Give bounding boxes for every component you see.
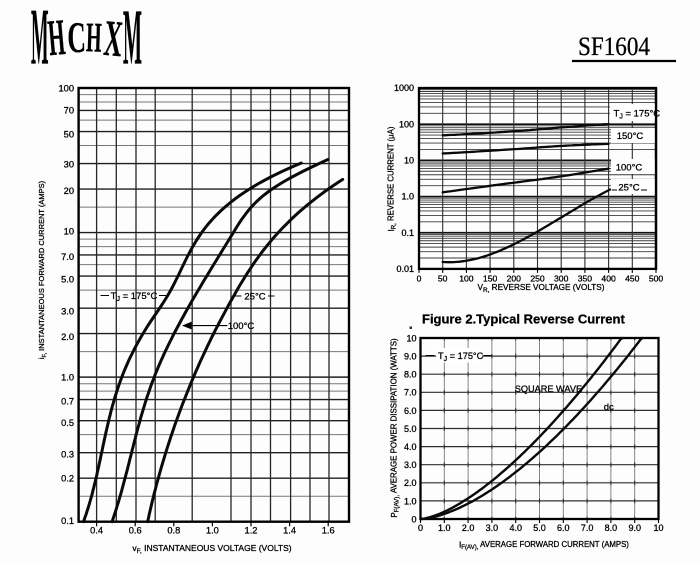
svg-text:SQUARE WAVE: SQUARE WAVE bbox=[515, 384, 582, 394]
svg-text:7.0: 7.0 bbox=[404, 388, 417, 398]
svg-text:200: 200 bbox=[507, 274, 522, 284]
svg-text:0: 0 bbox=[411, 514, 416, 524]
svg-text:10: 10 bbox=[406, 333, 416, 343]
svg-text:1.0: 1.0 bbox=[438, 523, 451, 533]
svg-text:10: 10 bbox=[64, 227, 74, 237]
svg-text:0.5: 0.5 bbox=[61, 418, 74, 428]
svg-text:100: 100 bbox=[459, 274, 474, 284]
svg-text:H: H bbox=[46, 8, 67, 67]
svg-text:0.3: 0.3 bbox=[61, 450, 74, 460]
svg-text:5.0: 5.0 bbox=[533, 523, 546, 533]
svg-text:C: C bbox=[67, 13, 87, 62]
svg-text:2.0: 2.0 bbox=[61, 332, 74, 342]
svg-text:4.0: 4.0 bbox=[509, 523, 522, 533]
svg-text:2.0: 2.0 bbox=[404, 478, 417, 488]
svg-text:iF, INSTANTANEOUS FORWARD CURR: iF, INSTANTANEOUS FORWARD CURRENT (AMPS) bbox=[37, 180, 48, 359]
svg-text:5.0: 5.0 bbox=[404, 424, 417, 434]
svg-text:0.1: 0.1 bbox=[401, 228, 414, 238]
svg-text:0: 0 bbox=[418, 523, 423, 533]
svg-text:PF(AV), AVERAGE POWER DISSIPAT: PF(AV), AVERAGE POWER DISSIPATION (WATTS… bbox=[390, 338, 401, 518]
svg-text:450: 450 bbox=[625, 274, 640, 284]
svg-text:6.0: 6.0 bbox=[404, 406, 417, 416]
svg-text:9.0: 9.0 bbox=[404, 352, 417, 362]
svg-text:0.2: 0.2 bbox=[61, 474, 74, 484]
svg-text:X: X bbox=[102, 9, 125, 68]
svg-text:100: 100 bbox=[399, 119, 414, 129]
svg-text:0.01: 0.01 bbox=[396, 264, 414, 274]
svg-text:1000: 1000 bbox=[394, 83, 414, 93]
svg-text:10: 10 bbox=[653, 523, 663, 533]
svg-text:vF, INSTANTANEOUS VOLTAGE (VOL: vF, INSTANTANEOUS VOLTAGE (VOLTS) bbox=[132, 543, 291, 555]
svg-text:M: M bbox=[31, 0, 49, 81]
svg-text:2.0: 2.0 bbox=[462, 523, 475, 533]
svg-text:1.0: 1.0 bbox=[401, 192, 414, 202]
svg-text:TJ = 175°C: TJ = 175°C bbox=[438, 351, 484, 363]
svg-text:5.0: 5.0 bbox=[61, 274, 74, 284]
svg-text:3.0: 3.0 bbox=[486, 523, 499, 533]
svg-text:7.0: 7.0 bbox=[61, 252, 74, 262]
svg-text:350: 350 bbox=[578, 274, 593, 284]
svg-text:400: 400 bbox=[601, 274, 616, 284]
svg-text:9.0: 9.0 bbox=[628, 523, 641, 533]
svg-text:70: 70 bbox=[64, 106, 74, 116]
svg-text:4.0: 4.0 bbox=[404, 442, 417, 452]
svg-text:0.1: 0.1 bbox=[61, 516, 74, 526]
svg-text:1.4: 1.4 bbox=[283, 526, 296, 536]
svg-text:1.2: 1.2 bbox=[245, 526, 258, 536]
svg-text:TJ = 175°C: TJ = 175°C bbox=[614, 109, 661, 121]
svg-text:0: 0 bbox=[417, 274, 422, 284]
svg-text:8.0: 8.0 bbox=[404, 370, 417, 380]
svg-text:100: 100 bbox=[58, 83, 74, 93]
svg-text:150°C: 150°C bbox=[617, 131, 644, 142]
svg-text:3.0: 3.0 bbox=[404, 460, 417, 470]
svg-text:Figure 2.Typical Reverse Cur: Figure 2.Typical Reverse Current bbox=[422, 312, 625, 327]
svg-text:0.7: 0.7 bbox=[61, 396, 74, 406]
svg-text:300: 300 bbox=[554, 274, 569, 284]
svg-text:3.0: 3.0 bbox=[61, 306, 74, 316]
svg-text:25°C: 25°C bbox=[244, 292, 265, 303]
svg-text:VR, REVERSE VOLTAGE (VOLTS): VR, REVERSE VOLTAGE (VOLTS) bbox=[478, 283, 605, 294]
svg-text:10: 10 bbox=[404, 156, 414, 166]
svg-text:8.0: 8.0 bbox=[605, 523, 618, 533]
svg-text:7.0: 7.0 bbox=[581, 523, 594, 533]
svg-text:6.0: 6.0 bbox=[557, 523, 570, 533]
svg-text:1.0: 1.0 bbox=[206, 526, 219, 536]
svg-text:500: 500 bbox=[649, 274, 664, 284]
svg-text:50: 50 bbox=[438, 274, 448, 284]
svg-text:dc: dc bbox=[604, 402, 614, 413]
svg-text:25°C: 25°C bbox=[618, 183, 639, 194]
svg-text:0.4: 0.4 bbox=[90, 526, 103, 536]
svg-text:20: 20 bbox=[64, 186, 74, 196]
svg-text:250: 250 bbox=[530, 274, 545, 284]
svg-text:H: H bbox=[85, 15, 102, 61]
svg-text:0.8: 0.8 bbox=[167, 526, 180, 536]
svg-text:SF1604: SF1604 bbox=[578, 32, 650, 61]
svg-text:100°C: 100°C bbox=[616, 163, 643, 174]
svg-text:0.6: 0.6 bbox=[129, 526, 142, 536]
svg-text:TJ = 175°C: TJ = 175°C bbox=[111, 291, 158, 303]
svg-text:1.0: 1.0 bbox=[61, 372, 74, 382]
svg-text:IF(AV), AVERAGE FORWARD CURREN: IF(AV), AVERAGE FORWARD CURRENT (AMPS) bbox=[459, 540, 629, 551]
svg-text:30: 30 bbox=[64, 160, 74, 170]
svg-text:M: M bbox=[123, 0, 142, 81]
svg-text:1.6: 1.6 bbox=[322, 526, 335, 536]
svg-text:150: 150 bbox=[483, 274, 498, 284]
svg-text:IR, REVERSE CURRENT (μA): IR, REVERSE CURRENT (μA) bbox=[387, 126, 398, 231]
svg-text:50: 50 bbox=[64, 130, 74, 140]
svg-text:100°C: 100°C bbox=[228, 321, 255, 332]
svg-text:1.0: 1.0 bbox=[404, 496, 417, 506]
